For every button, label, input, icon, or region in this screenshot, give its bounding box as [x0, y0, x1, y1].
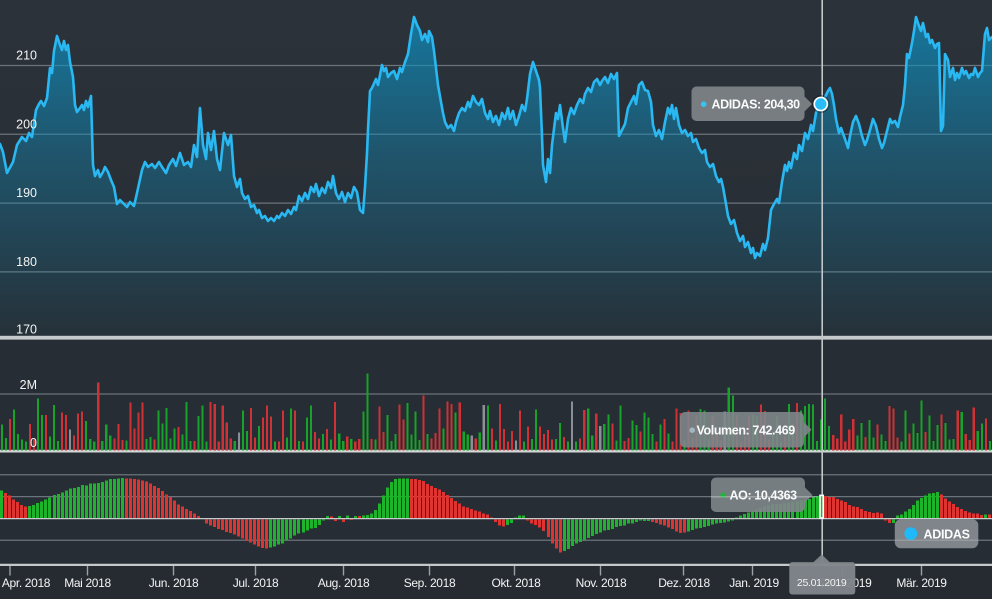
svg-text:210: 210 [16, 49, 37, 63]
svg-text:0: 0 [30, 436, 37, 450]
svg-text:Aug. 2018: Aug. 2018 [318, 576, 370, 590]
svg-text:Sep. 2018: Sep. 2018 [404, 576, 456, 590]
svg-text:AO: 10,4363: AO: 10,4363 [730, 488, 798, 502]
svg-text:Dez. 2018: Dez. 2018 [658, 576, 710, 590]
svg-text:200: 200 [16, 118, 37, 132]
svg-text:Volumen: 742.469: Volumen: 742.469 [697, 423, 796, 437]
svg-text:Mai 2018: Mai 2018 [64, 576, 111, 590]
svg-text:2M: 2M [20, 378, 37, 392]
svg-text:Okt. 2018: Okt. 2018 [492, 576, 542, 590]
svg-text:ADIDAS: ADIDAS [924, 527, 970, 541]
svg-text:Jun. 2018: Jun. 2018 [149, 576, 199, 590]
svg-text:190: 190 [16, 186, 37, 200]
svg-text:Mär. 2019: Mär. 2019 [896, 576, 947, 590]
svg-text:Apr. 2018: Apr. 2018 [2, 576, 51, 590]
svg-text:Jul. 2018: Jul. 2018 [233, 576, 279, 590]
svg-text:ADIDAS: 204,30: ADIDAS: 204,30 [712, 97, 801, 111]
svg-text:170: 170 [16, 323, 37, 337]
svg-text:180: 180 [16, 255, 37, 269]
svg-text:25.01.2019: 25.01.2019 [797, 577, 847, 589]
svg-text:Nov. 2018: Nov. 2018 [576, 576, 627, 590]
svg-text:Jan. 2019: Jan. 2019 [729, 576, 779, 590]
